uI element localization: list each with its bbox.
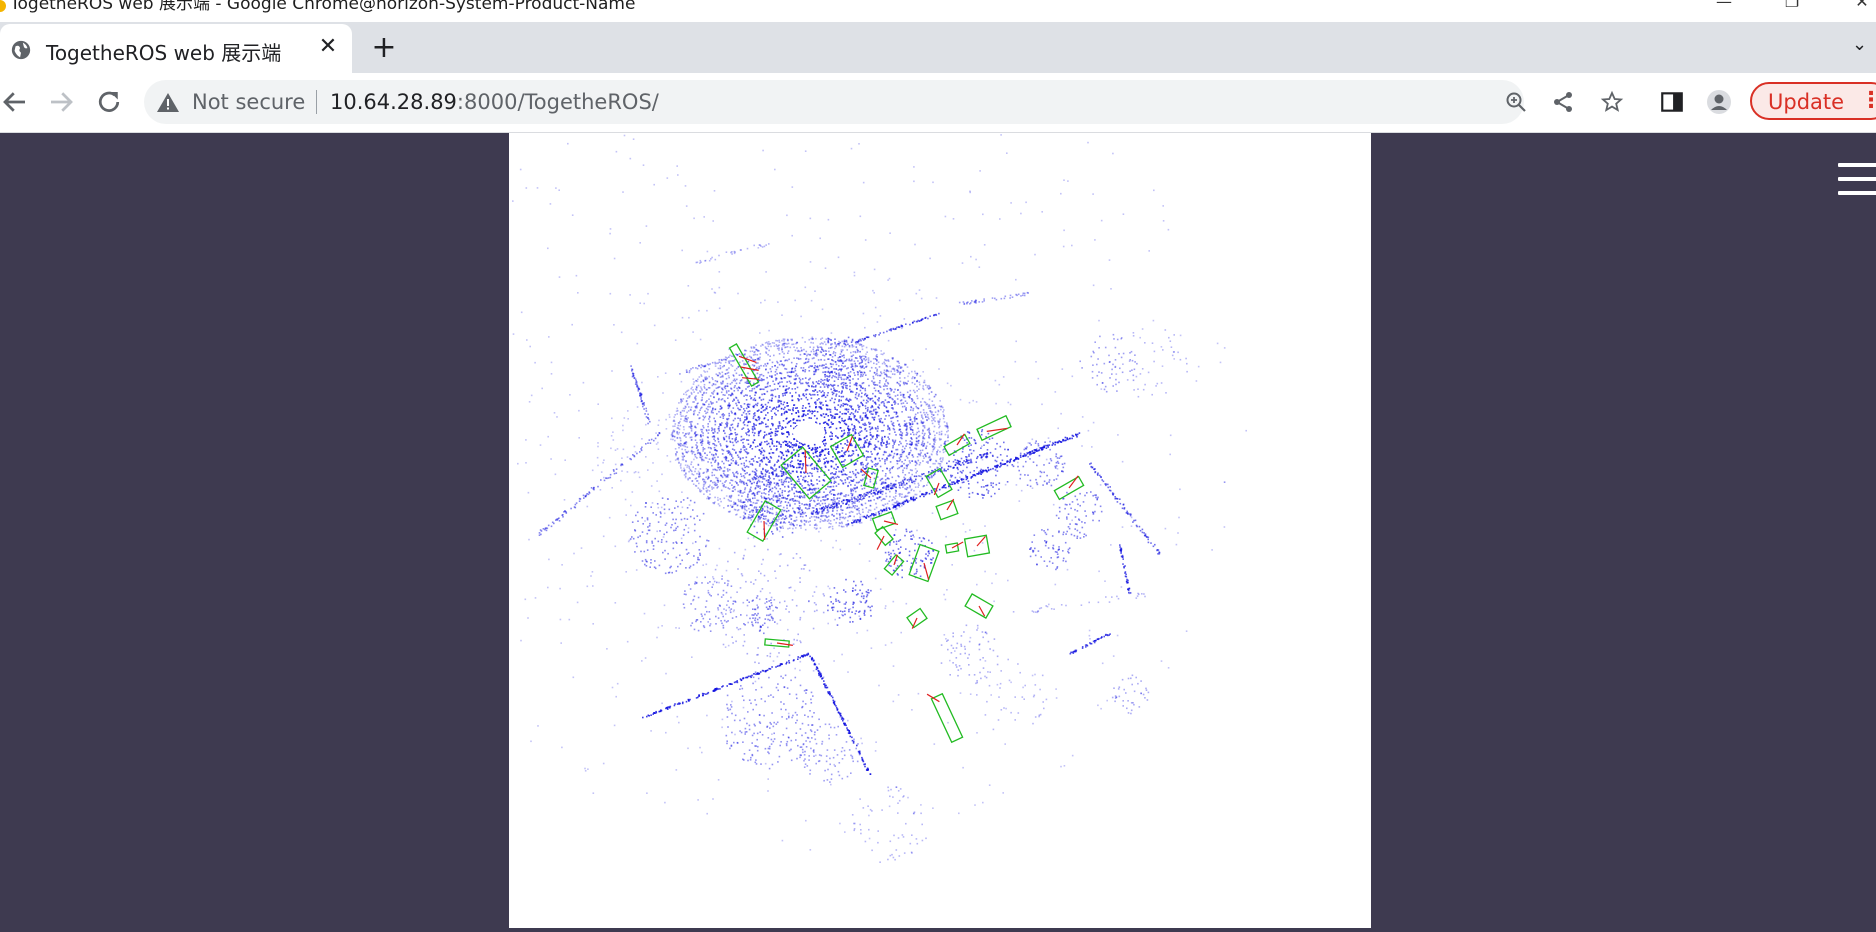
hamburger-menu-icon[interactable] [1838, 163, 1876, 203]
warning-icon[interactable] [156, 91, 180, 113]
menu-dots-icon[interactable]: ⋮ [1860, 88, 1876, 113]
window-title: TogetheROS web 展示端 - Google Chrome@horiz… [10, 0, 636, 14]
globe-icon [11, 40, 31, 60]
forward-arrow-icon[interactable] [46, 87, 76, 117]
browser-toolbar: Not secure 10.64.28.89:8000/TogetheROS/ … [0, 73, 1876, 133]
back-arrow-icon[interactable] [0, 87, 30, 117]
lidar-point-cloud-view [512, 134, 1247, 863]
update-button[interactable]: Update ⋮ [1750, 82, 1876, 120]
window-titlebar: TogetheROS web 展示端 - Google Chrome@horiz… [0, 0, 1876, 22]
url-host: 10.64.28.89 [330, 90, 457, 114]
close-window-button[interactable]: ✕ [1855, 0, 1869, 11]
point-cloud-points [512, 134, 1247, 863]
bookmark-star-icon[interactable] [1600, 90, 1624, 114]
url-text[interactable]: 10.64.28.89:8000/TogetheROS/ [330, 90, 659, 114]
tab-strip: TogetheROS web 展示端 ✕ + ⌄ [0, 22, 1876, 73]
chrome-logo-icon [0, 0, 6, 12]
zoom-icon[interactable] [1504, 90, 1528, 114]
tab-close-button[interactable]: ✕ [318, 34, 338, 59]
reload-icon[interactable] [94, 87, 124, 117]
security-label[interactable]: Not secure [192, 90, 306, 114]
tab-title: TogetheROS web 展示端 [46, 41, 282, 65]
tab-togetheros[interactable]: TogetheROS web 展示端 ✕ [0, 24, 352, 73]
side-panel-icon[interactable] [1659, 89, 1685, 115]
page-content [0, 133, 1876, 928]
share-icon[interactable] [1551, 90, 1575, 114]
address-separator [316, 90, 317, 114]
profile-avatar-icon[interactable] [1706, 89, 1732, 115]
restore-button[interactable]: ❐ [1784, 0, 1800, 11]
address-bar[interactable]: Not secure 10.64.28.89:8000/TogetheROS/ [144, 80, 1526, 124]
minimize-button[interactable]: — [1716, 0, 1732, 11]
update-label: Update [1768, 90, 1845, 114]
point-cloud-canvas[interactable] [509, 133, 1371, 928]
tab-search-button[interactable]: ⌄ [1852, 34, 1868, 55]
new-tab-button[interactable]: + [371, 30, 397, 65]
url-path: :8000/TogetheROS/ [456, 90, 659, 114]
detection-boxes [728, 343, 1085, 744]
